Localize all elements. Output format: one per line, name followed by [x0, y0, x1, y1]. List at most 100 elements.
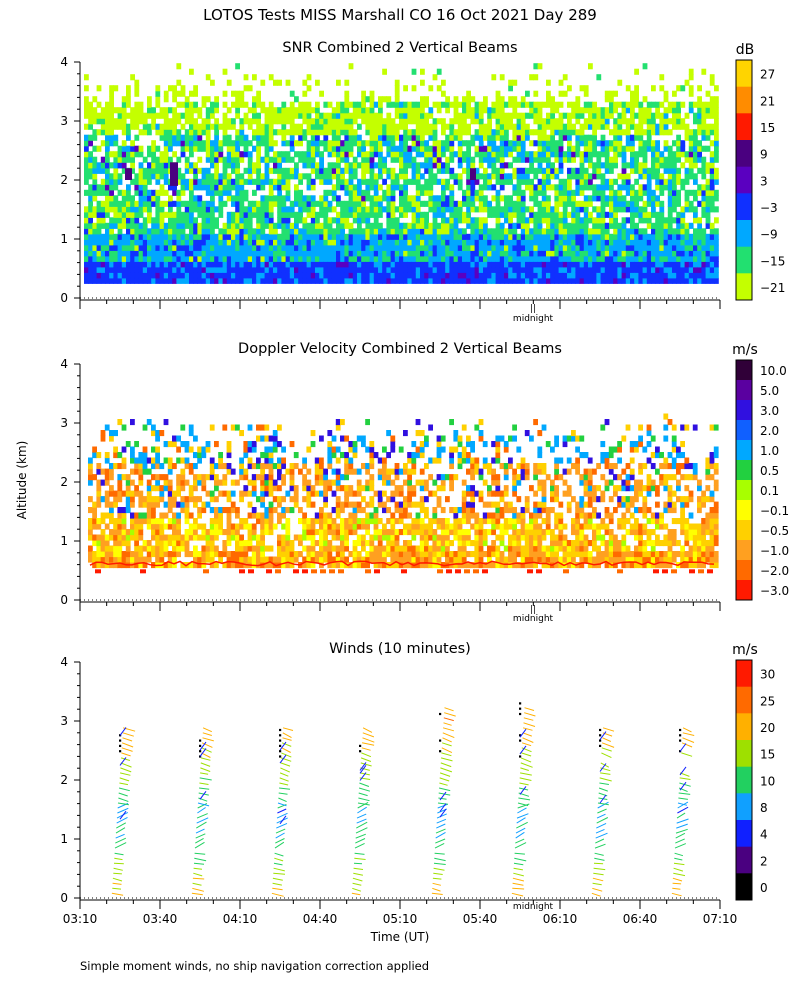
- snr-cell: [298, 107, 303, 114]
- snr-cell: [399, 162, 404, 169]
- snr-cell: [554, 151, 560, 158]
- snr-cell: [231, 228, 236, 235]
- snr-cell: [571, 239, 576, 246]
- snr-cell: [239, 200, 245, 207]
- snr-cell: [420, 239, 425, 246]
- snr-cell: [285, 167, 291, 174]
- snr-cell: [554, 272, 560, 279]
- snr-cell: [390, 222, 396, 229]
- velocity-cell: [214, 523, 219, 530]
- velocity-cell: [214, 463, 219, 470]
- snr-cell: [273, 200, 278, 207]
- snr-cell: [546, 277, 551, 284]
- velocity-cell: [180, 562, 186, 569]
- snr-cell: [642, 189, 648, 196]
- snr-cell: [512, 140, 518, 147]
- snr-cell: [508, 277, 513, 284]
- snr-cell: [466, 162, 471, 169]
- velocity-cell: [184, 551, 190, 558]
- snr-cell: [491, 277, 497, 284]
- snr-cell: [529, 184, 534, 191]
- snr-cell: [214, 178, 219, 185]
- snr-cell: [394, 134, 400, 141]
- snr-cell: [541, 228, 547, 235]
- snr-cell: [516, 250, 522, 257]
- velocity-cell: [260, 512, 265, 519]
- snr-cell: [667, 261, 673, 268]
- snr-cell: [373, 222, 379, 229]
- snr-cell: [537, 145, 543, 152]
- snr-cell: [680, 239, 686, 246]
- snr-cell: [709, 184, 715, 191]
- snr-cell: [697, 217, 702, 224]
- panel-2-title: Doppler Velocity Combined 2 Vertical Bea…: [238, 341, 562, 357]
- snr-cell: [197, 255, 203, 262]
- snr-cell: [277, 277, 282, 284]
- snr-cell: [701, 173, 707, 180]
- snr-cell: [596, 233, 602, 240]
- snr-cell: [487, 244, 492, 251]
- snr-cell: [676, 277, 681, 284]
- snr-cell: [424, 222, 429, 229]
- snr-cell: [491, 266, 497, 273]
- velocity-cell: [209, 562, 215, 569]
- snr-cell: [554, 140, 560, 147]
- velocity-cell: [205, 540, 211, 547]
- snr-cell: [457, 184, 463, 191]
- snr-cell: [709, 189, 715, 196]
- snr-cell: [596, 173, 602, 180]
- snr-cell: [168, 85, 173, 92]
- snr-cell: [537, 129, 543, 136]
- snr-cell: [441, 167, 446, 174]
- velocity-cell: [222, 551, 228, 558]
- velocity-cell: [117, 562, 123, 569]
- snr-cell: [504, 129, 509, 136]
- snr-cell: [142, 112, 148, 119]
- snr-cell: [344, 277, 350, 284]
- snr-cell: [243, 255, 249, 262]
- snr-cell: [667, 228, 673, 235]
- velocity-cell: [121, 446, 127, 453]
- snr-cell: [558, 200, 564, 207]
- snr-cell: [117, 107, 123, 114]
- snr-cell: [491, 244, 497, 251]
- snr-cell: [273, 107, 278, 114]
- snr-cell: [361, 90, 366, 97]
- snr-cell: [399, 195, 404, 202]
- snr-cell: [239, 261, 245, 268]
- snr-cell: [642, 228, 648, 235]
- snr-cell: [142, 167, 148, 174]
- snr-cell: [294, 162, 299, 169]
- snr-cell: [294, 261, 299, 268]
- snr-cell: [147, 244, 152, 251]
- snr-cell: [344, 151, 350, 158]
- snr-cell: [273, 222, 278, 229]
- snr-cell: [163, 272, 169, 279]
- snr-cell: [264, 156, 270, 163]
- velocity-cell: [243, 474, 249, 481]
- velocity-cell: [235, 424, 240, 431]
- snr-cell: [100, 239, 106, 246]
- snr-cell: [138, 195, 144, 202]
- snr-cell: [562, 250, 568, 257]
- snr-cell: [306, 101, 312, 108]
- snr-cell: [96, 250, 102, 257]
- velocity-cell: [172, 551, 177, 558]
- snr-cell: [508, 228, 513, 235]
- velocity-cell: [214, 441, 219, 448]
- snr-cell: [268, 228, 274, 235]
- snr-cell: [537, 162, 543, 169]
- snr-cell: [205, 272, 211, 279]
- snr-cell: [226, 151, 232, 158]
- snr-cell: [163, 96, 169, 103]
- snr-cell: [600, 233, 606, 240]
- snr-cell: [558, 123, 564, 130]
- snr-cell: [243, 178, 249, 185]
- snr-cell: [336, 244, 341, 251]
- snr-cell: [155, 90, 161, 97]
- snr-cell: [520, 200, 526, 207]
- snr-cell: [361, 195, 366, 202]
- snr-cell: [453, 173, 459, 180]
- snr-cell: [583, 266, 589, 273]
- velocity-cell: [96, 468, 102, 475]
